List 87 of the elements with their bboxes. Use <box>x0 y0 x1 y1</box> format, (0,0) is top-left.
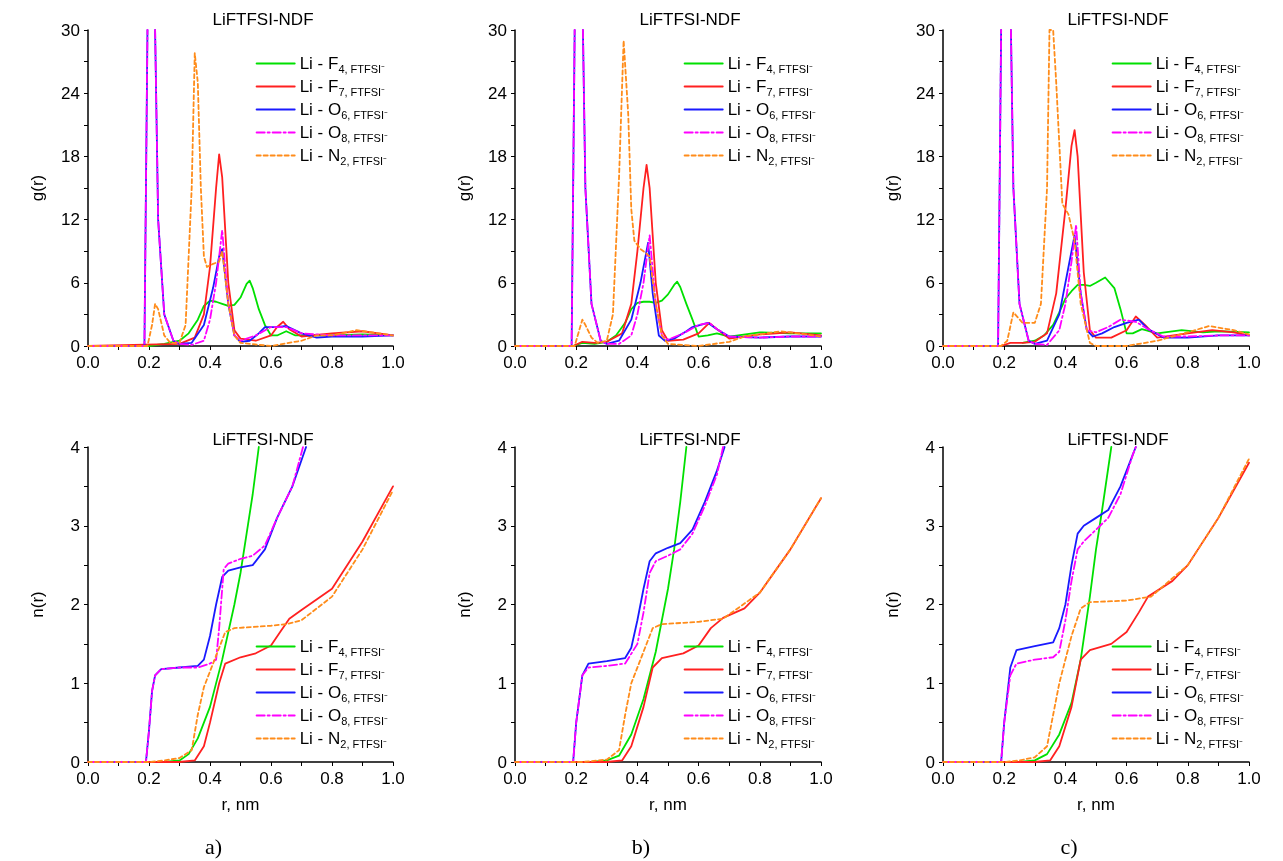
x-tick-label: 0.2 <box>137 769 161 788</box>
chart-title: LiFTFSI-NDF <box>212 430 314 449</box>
y-tick-label: 12 <box>916 210 935 230</box>
x-axis-title: r, nm <box>221 795 260 814</box>
x-tick-label: 0.8 <box>747 769 772 788</box>
x-tick-label: 0.8 <box>320 353 344 372</box>
chart-title: LiFTFSI-NDF <box>1067 10 1169 29</box>
text: a) <box>204 833 223 859</box>
x-tick-label: 1.0 <box>1237 353 1261 372</box>
y-tick-label: 2 <box>497 595 507 614</box>
x-tick-label: 0.0 <box>76 769 100 788</box>
y-axis-title: n(r) <box>455 591 474 618</box>
y-tick-label: 1 <box>70 673 80 693</box>
x-tick-label: 0.6 <box>686 769 711 788</box>
y-tick-label: 0 <box>497 752 507 772</box>
y-tick-label: 6 <box>497 273 507 293</box>
y-axis-title: n(r) <box>883 591 902 618</box>
x-tick-label: 0.6 <box>686 353 711 372</box>
x-tick-label: 0.2 <box>564 769 589 788</box>
y-tick-label: 4 <box>70 437 80 457</box>
y-axis-title: g(r) <box>455 174 474 202</box>
y-tick-label: 4 <box>925 437 935 457</box>
y-tick-label: 0 <box>70 336 80 356</box>
x-tick-label: 0.2 <box>992 353 1017 372</box>
y-tick-label: 3 <box>497 516 507 536</box>
x-tick-label: 0.4 <box>625 353 650 372</box>
y-axis-title: g(r) <box>28 174 47 202</box>
text: b) <box>631 833 651 859</box>
x-tick-label: 0.4 <box>198 769 222 788</box>
x-tick-label: 0.0 <box>76 353 100 372</box>
x-tick-label: 0.6 <box>1114 769 1139 788</box>
x-tick-label: 0.6 <box>259 769 283 788</box>
x-tick-label: 0.0 <box>931 769 955 788</box>
y-axis-title: n(r) <box>28 591 47 618</box>
y-tick-label: 24 <box>916 83 935 103</box>
y-tick-label: 12 <box>61 210 80 230</box>
x-tick-label: 1.0 <box>809 769 833 788</box>
y-tick-label: 3 <box>70 516 80 536</box>
y-tick-label: 2 <box>70 595 80 614</box>
y-tick-label: 18 <box>916 146 935 166</box>
y-tick-label: 24 <box>61 83 80 103</box>
y-tick-label: 30 <box>488 20 507 40</box>
y-tick-label: 30 <box>916 20 935 40</box>
x-axis-title: r, nm <box>649 795 687 814</box>
x-tick-label: 0.4 <box>1053 353 1078 372</box>
x-tick-label: 0.8 <box>320 769 344 788</box>
x-tick-label: 0.8 <box>1175 769 1200 788</box>
x-tick-label: 0.0 <box>503 353 527 372</box>
x-tick-label: 0.4 <box>1053 769 1078 788</box>
chart-title: LiFTFSI-NDF <box>212 10 314 29</box>
x-tick-label: 0.0 <box>503 769 527 788</box>
x-tick-label: 0.8 <box>747 353 772 372</box>
x-tick-label: 0.4 <box>198 353 222 372</box>
text: c) <box>1060 833 1078 859</box>
chart-title: LiFTFSI-NDF <box>1067 430 1169 449</box>
y-tick-label: 6 <box>925 273 935 293</box>
y-tick-label: 1 <box>497 673 507 693</box>
y-tick-label: 1 <box>925 673 935 693</box>
y-tick-label: 0 <box>925 336 935 356</box>
x-tick-label: 0.2 <box>564 353 589 372</box>
x-tick-label: 0.8 <box>1175 353 1200 372</box>
y-tick-label: 3 <box>925 516 935 536</box>
x-tick-label: 0.4 <box>625 769 650 788</box>
y-tick-label: 18 <box>61 146 80 166</box>
y-tick-label: 18 <box>488 146 507 166</box>
x-tick-label: 0.0 <box>931 353 955 372</box>
y-tick-label: 2 <box>925 595 935 614</box>
chart-title: LiFTFSI-NDF <box>639 10 741 29</box>
x-tick-label: 0.6 <box>259 353 283 372</box>
y-tick-label: 0 <box>925 752 935 772</box>
x-axis-title: r, nm <box>1077 795 1115 814</box>
y-tick-label: 12 <box>488 210 507 230</box>
y-tick-label: 6 <box>70 273 80 293</box>
y-tick-label: 4 <box>497 437 507 457</box>
y-axis-title: g(r) <box>883 174 902 202</box>
x-tick-label: 0.6 <box>1114 353 1139 372</box>
y-tick-label: 0 <box>70 752 80 772</box>
x-tick-label: 1.0 <box>381 769 405 788</box>
y-tick-label: 30 <box>61 20 80 40</box>
chart-title: LiFTFSI-NDF <box>639 430 741 449</box>
x-tick-label: 0.2 <box>137 353 161 372</box>
x-tick-label: 1.0 <box>381 353 405 372</box>
y-tick-label: 24 <box>488 83 507 103</box>
x-tick-label: 1.0 <box>1237 769 1261 788</box>
x-tick-label: 1.0 <box>809 353 833 372</box>
y-tick-label: 0 <box>497 336 507 356</box>
x-tick-label: 0.2 <box>992 769 1017 788</box>
